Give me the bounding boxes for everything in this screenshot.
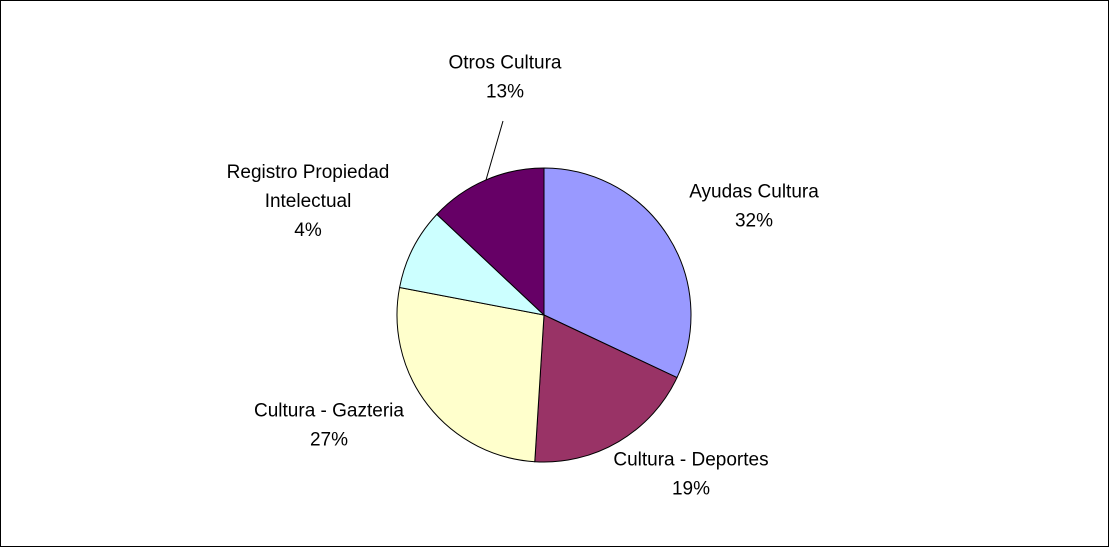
pie-slice-otros-cultura (436, 167, 545, 317)
data-label-otros-cultura: Otros Cultura 13% (449, 53, 562, 103)
leader-line-otros-cultura (485, 120, 504, 181)
data-label-cultura-gazteria: Cultura - Gazteria 27% (254, 401, 404, 451)
data-label-cultura-deportes: Cultura - Deportes 19% (613, 450, 768, 500)
pie-slice-cultura-gazteria (396, 286, 545, 463)
data-label-registro-propiedad-intelectual: Registro Propiedad Intelectual 4% (227, 162, 390, 241)
data-label-ayudas-cultura: Ayudas Cultura 32% (689, 182, 819, 232)
pie-slice-cultura-deportes (534, 314, 678, 463)
pie-slice-registro-propiedad-intelectual (399, 213, 546, 316)
pie-slice-ayudas-cultura (543, 167, 692, 379)
